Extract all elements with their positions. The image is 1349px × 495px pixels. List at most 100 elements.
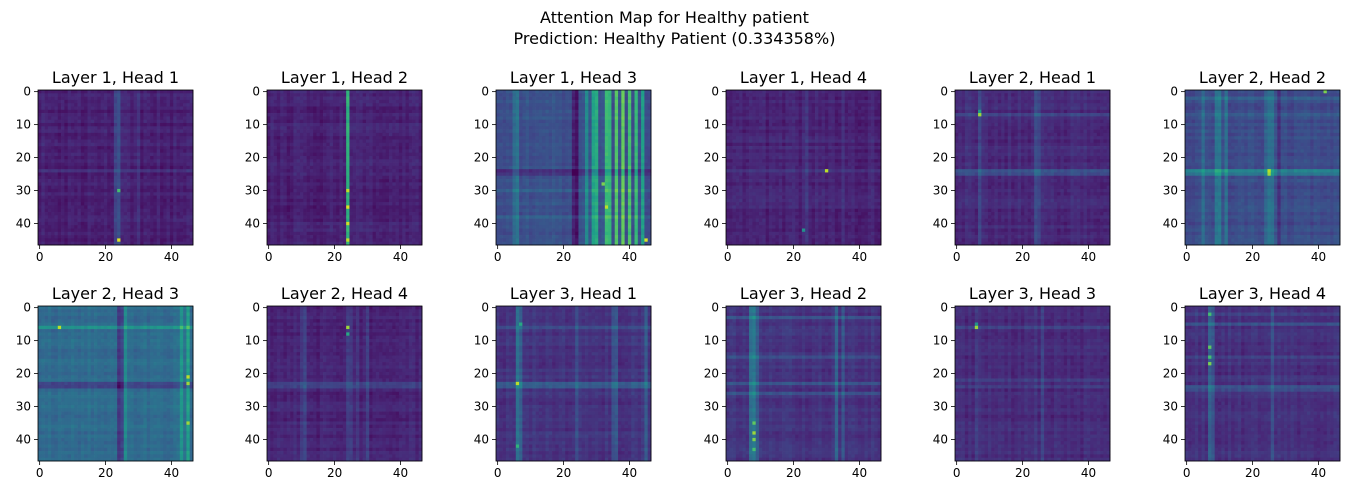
heatmap-cell — [169, 142, 174, 147]
heatmap-cell — [323, 192, 327, 196]
heatmap-cell — [398, 175, 403, 180]
heatmap-cell — [44, 205, 49, 210]
heatmap-cell — [80, 122, 85, 127]
heatmap-cell — [641, 90, 645, 94]
heatmap-cell — [293, 231, 298, 236]
heatmap-cell — [552, 126, 556, 130]
heatmap-cell — [110, 93, 115, 97]
heatmap-cell — [339, 122, 344, 127]
heatmap-cell — [379, 188, 383, 193]
heatmap-cell — [405, 202, 410, 206]
heatmap-cell — [38, 225, 42, 229]
heatmap-cell — [44, 198, 49, 203]
heatmap-cell — [150, 208, 154, 213]
heatmap-cell — [163, 198, 167, 203]
heatmap-cell — [267, 116, 271, 121]
heatmap-cell — [179, 225, 184, 229]
heatmap-cell — [173, 225, 177, 229]
heatmap-cell — [130, 113, 134, 117]
heatmap-cell — [84, 238, 88, 243]
heatmap-cell — [303, 238, 307, 243]
heatmap-cell — [402, 208, 406, 213]
heatmap-cell — [349, 149, 354, 154]
heatmap-cell — [346, 99, 350, 104]
heatmap-cell — [94, 225, 98, 229]
heatmap-cell — [169, 103, 174, 107]
heatmap-cell — [375, 162, 380, 167]
heatmap-cell — [57, 129, 62, 134]
heatmap-cell — [306, 113, 311, 117]
heatmap-cell — [405, 188, 410, 193]
heatmap-cell — [166, 136, 171, 140]
heatmap-cell — [528, 119, 533, 124]
heatmap-cell — [329, 106, 334, 111]
heatmap-cell — [405, 159, 410, 163]
heatmap-cell — [578, 99, 583, 104]
heatmap-cell — [372, 179, 377, 183]
heatmap-cell — [332, 231, 337, 236]
heatmap-cell — [64, 99, 69, 104]
heatmap-cell — [369, 90, 373, 94]
heatmap-cell — [565, 109, 569, 114]
heatmap-cell — [166, 195, 171, 200]
heatmap-cell — [169, 192, 174, 196]
axes-frame — [266, 89, 423, 246]
heatmap-cell — [395, 132, 400, 137]
heatmap-cell — [296, 215, 301, 219]
heatmap-cell — [160, 90, 164, 94]
heatmap-cell — [54, 139, 59, 144]
heatmap-cell — [120, 241, 125, 246]
heatmap-cell — [117, 139, 121, 144]
heatmap-cell — [369, 113, 373, 117]
heatmap-cell — [336, 208, 340, 213]
heatmap-cell — [581, 113, 586, 117]
heatmap-cell — [57, 119, 62, 124]
heatmap-cell — [323, 179, 327, 183]
heatmap-cell — [273, 231, 278, 236]
heatmap-cell — [280, 122, 284, 127]
heatmap-cell — [352, 182, 357, 186]
heatmap-cell — [113, 126, 118, 130]
heatmap-cell — [150, 149, 154, 154]
heatmap-cell — [61, 185, 65, 190]
heatmap-cell — [84, 215, 88, 219]
heatmap-cell — [97, 99, 102, 104]
heatmap-cell — [405, 142, 410, 147]
heatmap-cell — [77, 162, 82, 167]
heatmap-cell — [100, 182, 105, 186]
heatmap-cell — [110, 126, 115, 130]
heatmap-cell — [136, 231, 141, 236]
heatmap-cell — [389, 116, 393, 121]
heatmap-cell — [316, 106, 321, 111]
heatmap-cell — [84, 149, 88, 154]
heatmap-cell — [352, 142, 357, 147]
heatmap-cell — [100, 116, 105, 121]
heatmap-cell — [382, 116, 387, 121]
heatmap-cell — [339, 93, 344, 97]
heatmap-cell — [57, 185, 62, 190]
heatmap-cell — [332, 93, 337, 97]
heatmap-cell — [156, 109, 161, 114]
heatmap-cell — [336, 99, 340, 104]
heatmap-cell — [270, 116, 274, 121]
heatmap-cell — [326, 103, 331, 107]
heatmap-cell — [140, 198, 144, 203]
heatmap-cell — [326, 93, 331, 97]
heatmap-cell — [365, 122, 370, 127]
heatmap-cell — [352, 198, 357, 203]
heatmap-cell — [418, 212, 423, 216]
heatmap-cell — [150, 136, 154, 140]
heatmap-cell — [339, 185, 344, 190]
heatmap-cell — [70, 215, 75, 219]
heatmap-cell — [349, 152, 354, 157]
heatmap-cell — [57, 169, 62, 173]
heatmap-cell — [581, 103, 586, 107]
heatmap-cell — [286, 142, 291, 147]
heatmap-cell — [94, 208, 98, 213]
heatmap-cell — [44, 116, 49, 121]
heatmap-cell — [286, 146, 291, 150]
heatmap-cell — [365, 99, 370, 104]
heatmap-cell — [598, 116, 602, 121]
heatmap-cell — [618, 93, 622, 97]
heatmap-cell — [123, 225, 128, 229]
